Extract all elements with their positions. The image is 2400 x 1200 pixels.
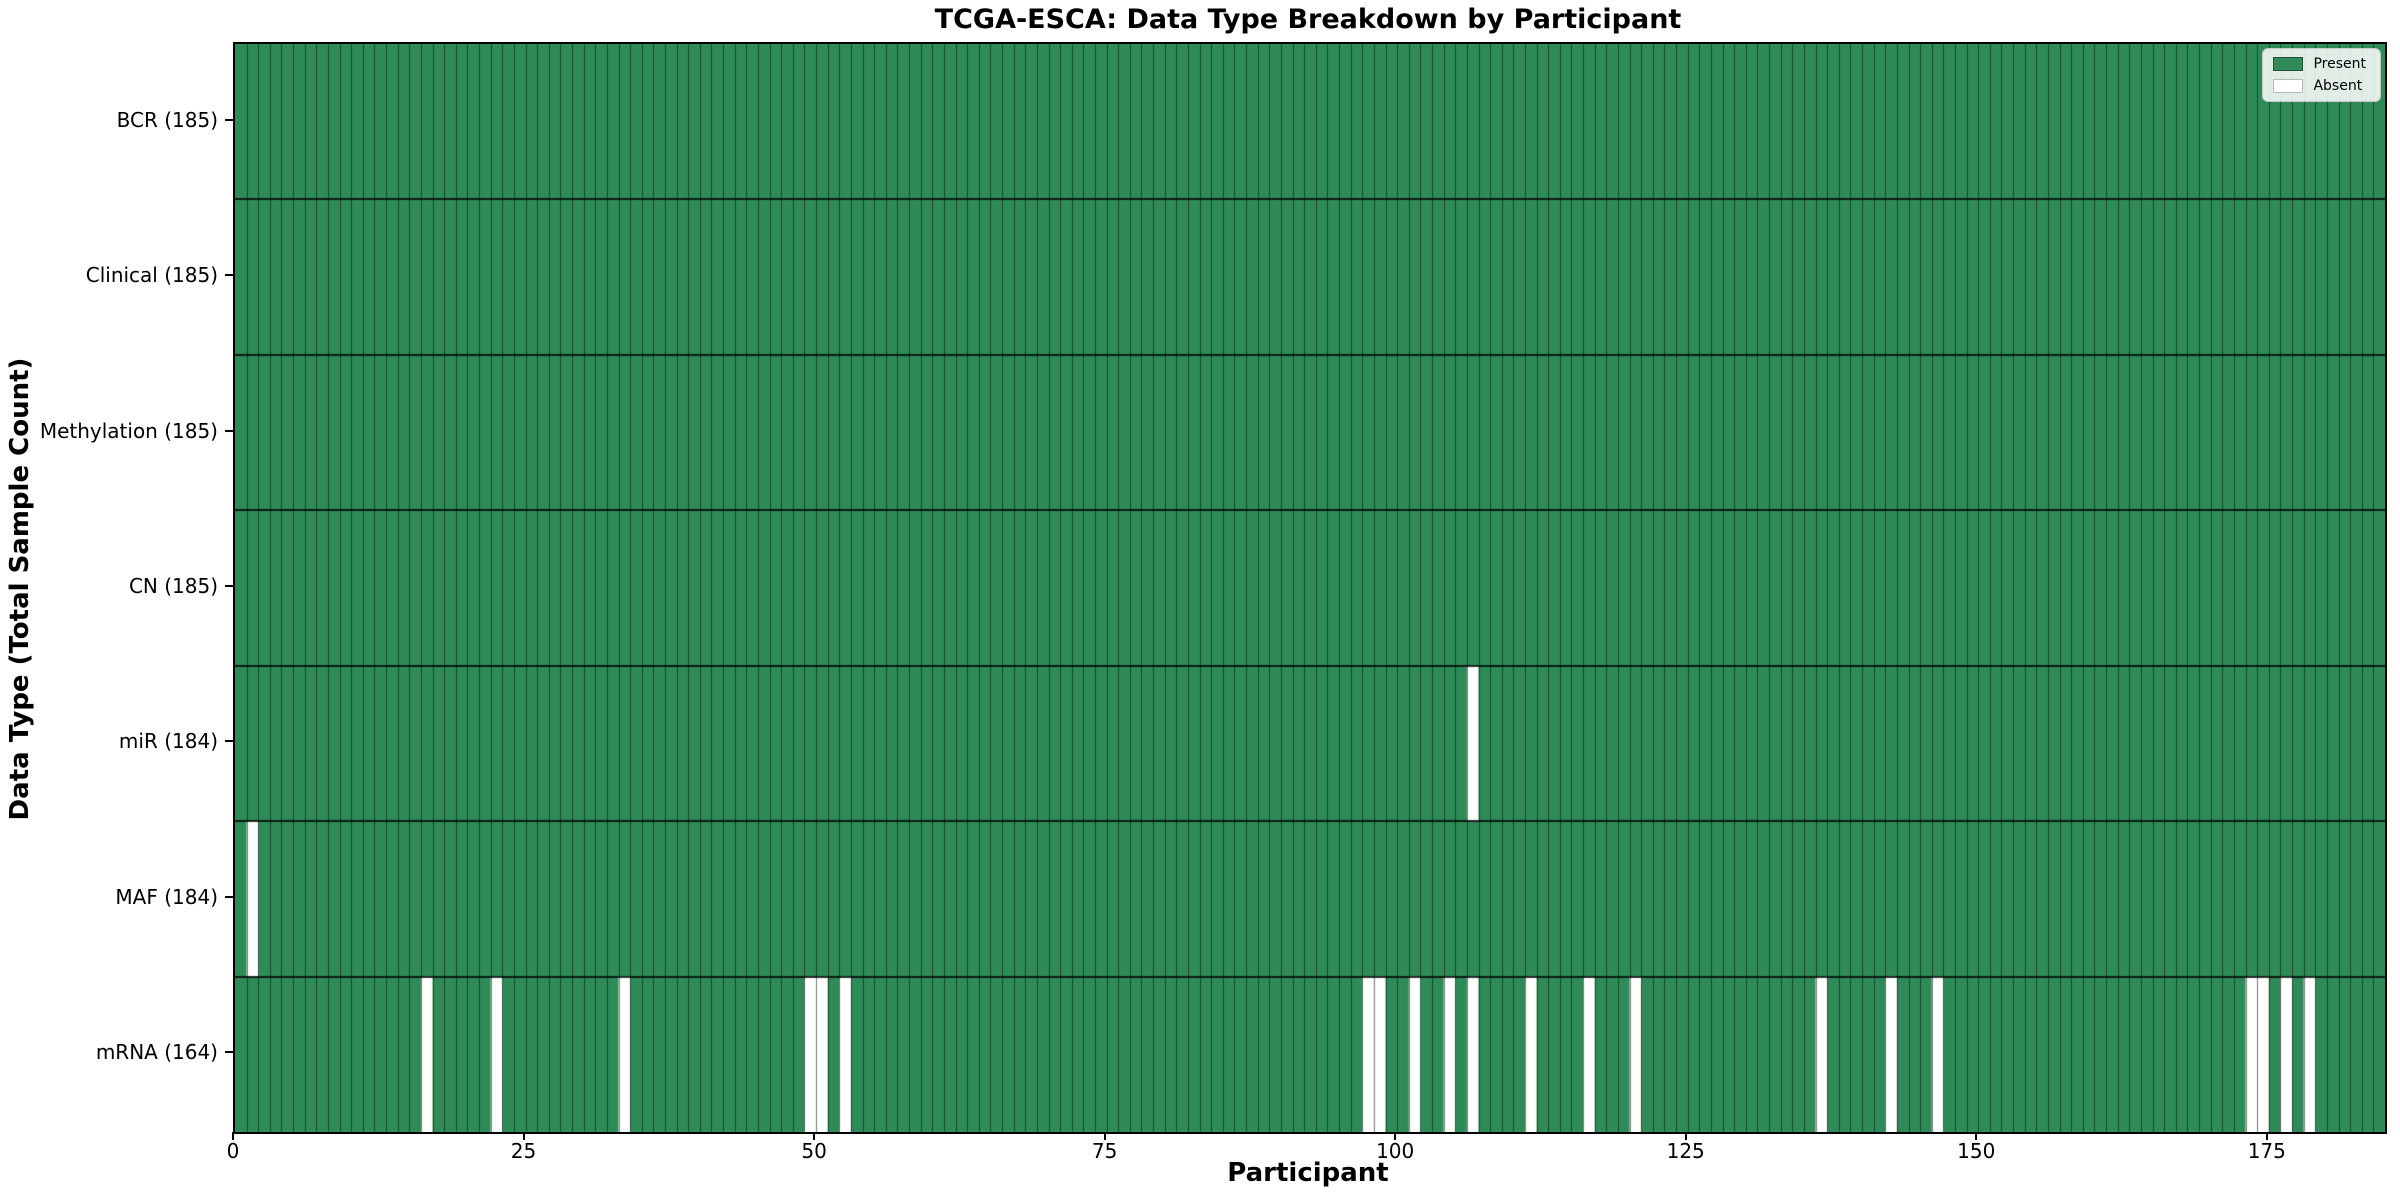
x-tick-mark <box>813 1132 816 1140</box>
x-tick-label-75: 75 <box>1091 1139 1118 1163</box>
y-tick-mark <box>225 740 233 743</box>
x-tick-mark <box>1394 1132 1397 1140</box>
y-tick-label-BCR: BCR (185) <box>116 107 218 132</box>
legend-swatch-absent <box>2273 79 2304 93</box>
x-axis-title: Participant <box>1227 1158 1389 1188</box>
x-tick-label-175: 175 <box>2247 1139 2286 1163</box>
x-tick-mark <box>522 1132 525 1140</box>
legend: Present Absent <box>2262 48 2381 102</box>
x-tick-label-50: 50 <box>801 1139 827 1163</box>
x-tick-label-0: 0 <box>226 1139 240 1163</box>
x-tick-mark <box>2265 1132 2268 1140</box>
legend-label-present: Present <box>2313 56 2366 72</box>
y-tick-mark <box>225 1051 233 1054</box>
legend-label-absent: Absent <box>2313 78 2363 94</box>
y-tick-label-Clinical: Clinical (185) <box>85 263 218 288</box>
y-tick-mark <box>225 585 233 587</box>
y-tick-label-miR: miR (184) <box>118 729 218 754</box>
y-tick-mark <box>225 895 233 898</box>
y-tick-mark <box>225 274 233 277</box>
y-tick-label-MAF: MAF (184) <box>115 884 218 909</box>
legend-item-absent: Absent <box>2273 78 2366 94</box>
y-tick-mark <box>225 118 233 121</box>
x-tick-mark <box>1684 1132 1687 1140</box>
plot-area: Present Absent <box>233 42 2387 1134</box>
y-tick-mark <box>225 429 233 432</box>
x-tick-mark <box>1103 1132 1106 1140</box>
x-tick-mark <box>232 1132 234 1140</box>
x-tick-label-25: 25 <box>510 1139 537 1163</box>
x-tick-label-150: 150 <box>1957 1139 1996 1163</box>
x-tick-label-100: 100 <box>1376 1139 1415 1163</box>
x-tick-mark <box>1975 1132 1978 1140</box>
y-tick-label-CN: CN (185) <box>128 574 218 598</box>
x-tick-label-125: 125 <box>1666 1139 1705 1163</box>
chart-title: TCGA-ESCA: Data Type Breakdown by Partic… <box>934 4 1682 35</box>
y-tick-label-Methylation: Methylation (185) <box>39 418 218 443</box>
legend-swatch-present <box>2273 57 2304 71</box>
legend-item-present: Present <box>2273 56 2366 72</box>
heatmap-canvas <box>235 44 2385 1132</box>
y-tick-label-mRNA: mRNA (164) <box>95 1040 218 1065</box>
